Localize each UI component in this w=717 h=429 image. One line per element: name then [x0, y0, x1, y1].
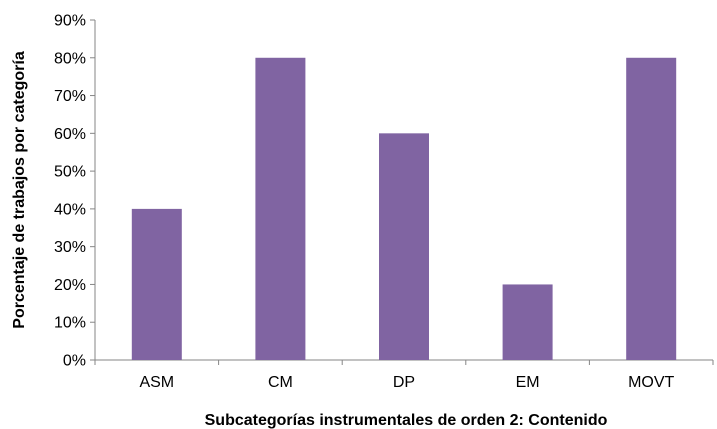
bar-em: [502, 284, 553, 360]
y-tick-label: 90%: [54, 13, 86, 30]
bar-movt: [626, 57, 677, 361]
y-tick-label: 80%: [54, 50, 86, 67]
y-tick-label: 40%: [54, 201, 86, 218]
y-axis-title: Porcentaje de trabajos por categoría: [11, 51, 28, 329]
y-tick-label: 10%: [54, 315, 86, 332]
y-tick-label: 70%: [54, 88, 86, 105]
y-tick-labels: 0% 10% 20% 30% 40% 50% 60% 70% 80% 90%: [54, 13, 86, 370]
bar-dp: [379, 133, 429, 360]
bar-cm: [255, 57, 306, 361]
x-tick-marks: [94, 360, 714, 365]
y-tick-label: 20%: [54, 277, 86, 294]
x-tick-label: CM: [268, 374, 293, 391]
y-tick-label: 50%: [54, 164, 86, 181]
x-tick-label: DP: [393, 374, 415, 391]
x-tick-label: EM: [516, 374, 540, 391]
bars: [131, 57, 677, 361]
x-tick-labels: ASM CM DP EM MOVT: [139, 374, 674, 391]
x-tick-label: MOVT: [628, 374, 674, 391]
x-axis-title: Subcategorías instrumentales de orden 2:…: [205, 412, 608, 429]
x-tick-label: ASM: [139, 374, 174, 391]
bar-asm: [131, 208, 182, 360]
y-tick-label: 60%: [54, 126, 86, 143]
y-tick-label: 0%: [63, 353, 86, 370]
y-tick-marks: [90, 19, 95, 361]
y-tick-label: 30%: [54, 239, 86, 256]
